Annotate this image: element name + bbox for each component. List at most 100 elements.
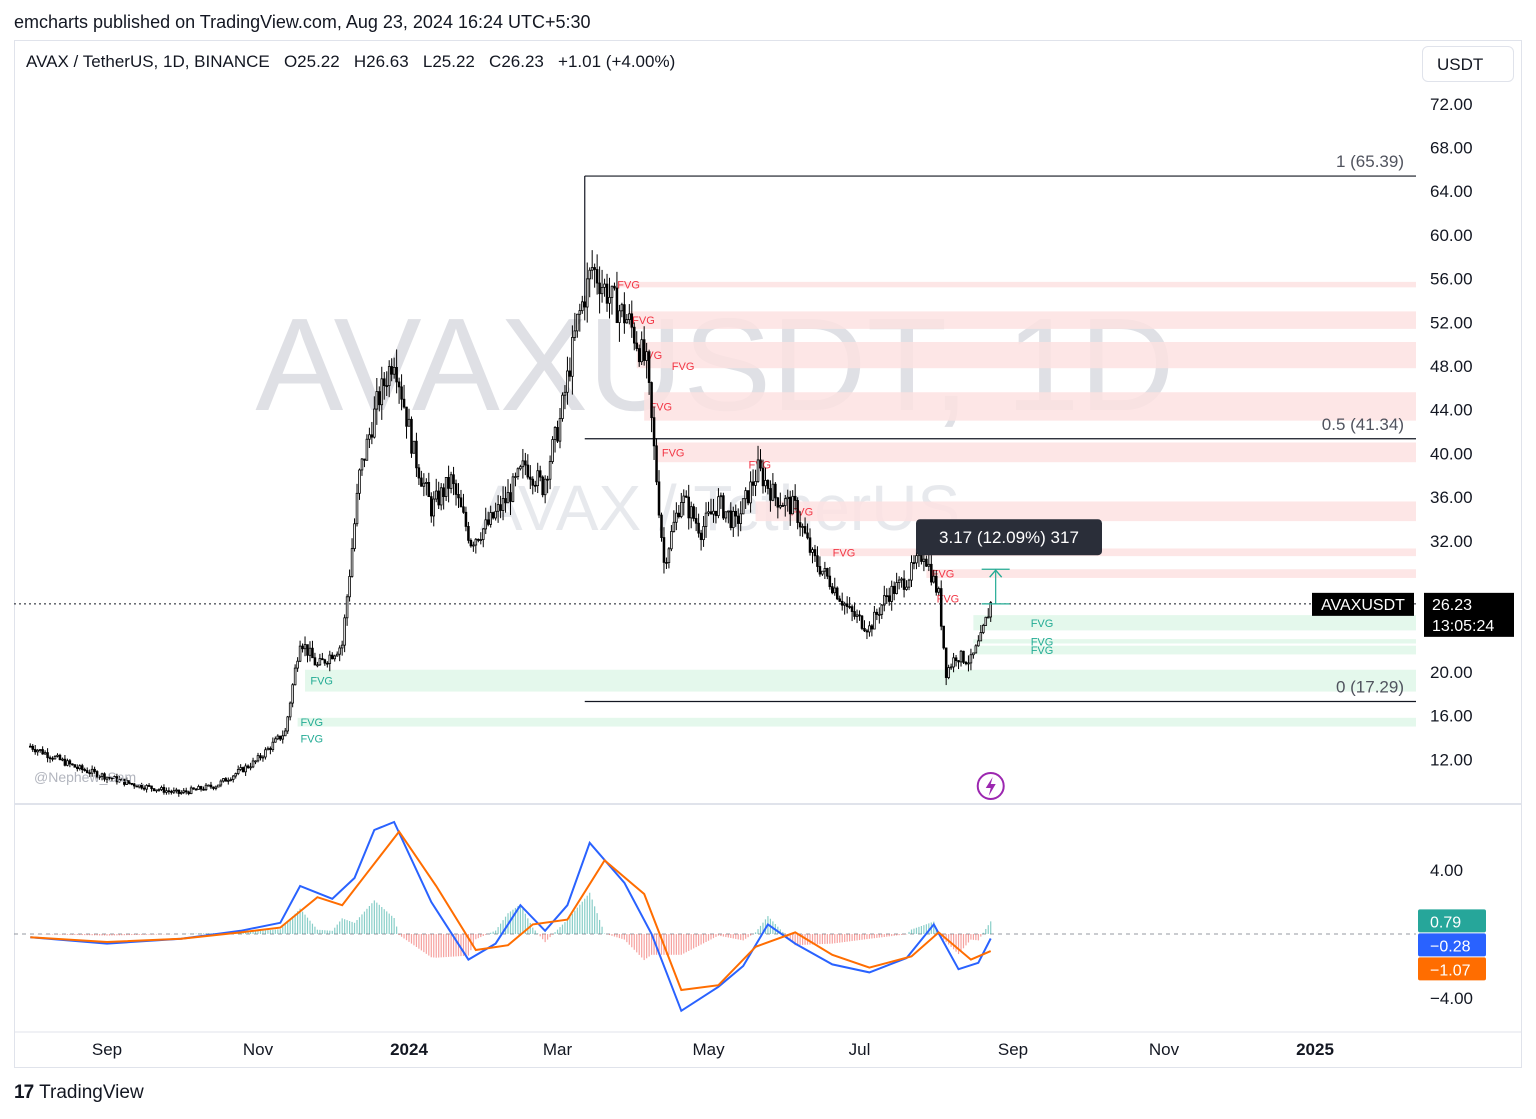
candle-body xyxy=(251,760,255,768)
fvg-label: FVG xyxy=(1031,636,1054,648)
candle-body xyxy=(147,784,151,787)
candle-body xyxy=(934,575,938,593)
candle-body xyxy=(375,391,379,410)
candle-body xyxy=(244,765,247,773)
candle-body xyxy=(776,497,780,508)
candle-body xyxy=(491,512,495,519)
candle-body xyxy=(61,758,64,761)
candle-body xyxy=(850,606,854,612)
candle-body xyxy=(645,351,648,361)
candle-body xyxy=(489,512,492,525)
candle-body xyxy=(353,523,356,549)
price-tick-label: 12.00 xyxy=(1430,750,1473,769)
candle-body xyxy=(818,566,822,575)
time-axis[interactable]: Sep Nov 2024 Mar May Jul Sep Nov 2025 xyxy=(14,1031,1522,1059)
fvg-zone xyxy=(973,615,1416,631)
candle-body xyxy=(160,787,163,790)
candle-body xyxy=(642,339,646,361)
candle-body xyxy=(573,330,577,338)
candle-body xyxy=(387,366,391,387)
candle-body xyxy=(170,791,173,793)
candle-body xyxy=(561,394,564,419)
candle-body xyxy=(803,526,807,534)
price-tick-label: 72.00 xyxy=(1430,95,1473,114)
price-tick-label: 44.00 xyxy=(1430,401,1473,420)
footer-brand[interactable]: 17 TradingView xyxy=(14,1082,144,1104)
candle-body xyxy=(187,791,190,795)
candle-body xyxy=(479,539,483,542)
candle-body xyxy=(142,787,146,790)
candle-body xyxy=(771,483,775,501)
candle-body xyxy=(58,754,62,761)
candle-body xyxy=(501,498,505,511)
candle-body xyxy=(229,779,233,781)
candle-body xyxy=(632,326,636,344)
symbol-legend[interactable]: AVAX / TetherUS, 1D, BINANCE O25.22 H26.… xyxy=(26,52,675,72)
candle-body xyxy=(212,786,215,789)
currency-button[interactable]: USDT xyxy=(1422,46,1514,82)
fvg-zone xyxy=(973,639,1416,644)
candle-body xyxy=(241,767,245,773)
candle-body xyxy=(303,644,307,650)
candle-body xyxy=(585,278,589,308)
macd-value-tag xyxy=(1418,957,1486,981)
candle-body xyxy=(749,481,752,504)
candle-body xyxy=(197,786,200,790)
candle-body xyxy=(662,537,666,563)
candle-body xyxy=(316,664,319,667)
candle-body xyxy=(647,351,651,383)
symbol-tag xyxy=(1312,592,1414,616)
candle-body xyxy=(704,512,708,527)
fvg-label: FVG xyxy=(300,734,323,746)
fvg-zone xyxy=(616,281,1416,288)
candle-body xyxy=(494,510,497,519)
candle-body xyxy=(355,492,359,525)
candle-body xyxy=(581,301,584,312)
candle-body xyxy=(583,301,587,308)
candle-body xyxy=(175,789,178,792)
candle-body xyxy=(368,434,371,440)
candle-body xyxy=(80,765,84,770)
candle-body xyxy=(823,568,827,572)
candle-body xyxy=(553,427,557,440)
macd-value-text: −1.07 xyxy=(1430,962,1471,979)
candle-body xyxy=(286,716,289,732)
candle-body xyxy=(630,313,634,328)
candle-body xyxy=(519,466,522,470)
candle-body xyxy=(266,747,270,751)
candle-body xyxy=(533,484,537,487)
candle-body xyxy=(110,777,114,780)
price-tick-label: 40.00 xyxy=(1430,444,1473,463)
candle-body xyxy=(249,766,252,769)
tradingview-logo-icon: 17 xyxy=(14,1082,34,1103)
candle-body xyxy=(922,558,926,562)
candle-body xyxy=(31,745,35,750)
lightning-icon[interactable] xyxy=(976,772,1005,800)
candle-body xyxy=(472,544,475,547)
candle-body xyxy=(340,644,344,649)
fvg-label: FVG xyxy=(632,315,655,327)
price-axis[interactable]: 12.00 16.00 20.00 32.00 36.00 40.00 44.00 48.00… xyxy=(1430,95,1473,769)
candle-body xyxy=(365,438,369,461)
candle-body xyxy=(979,632,983,642)
candle-body xyxy=(53,756,57,760)
fvg-zones: FVGFVGFVGFVGFVGFVGFVGFVGFVGFVGFVGFVGFVGF… xyxy=(297,280,1417,746)
fvg-zone xyxy=(755,501,1416,522)
candle-body xyxy=(321,658,324,661)
candle-body xyxy=(239,767,242,770)
candle-body xyxy=(623,304,626,324)
candle-body xyxy=(434,490,438,500)
candle-body xyxy=(427,482,431,498)
candle-body xyxy=(595,269,599,284)
measure-tool[interactable]: 3.17 (12.09%) 317 xyxy=(916,519,1102,605)
candle-body xyxy=(425,482,428,484)
candle-body xyxy=(392,366,396,375)
candle-body xyxy=(652,417,656,447)
candle-body xyxy=(746,490,750,504)
candle-body xyxy=(628,313,631,321)
candle-body xyxy=(432,498,436,517)
candle-body xyxy=(338,647,341,655)
candle-body xyxy=(227,779,230,782)
candle-body xyxy=(863,628,866,632)
